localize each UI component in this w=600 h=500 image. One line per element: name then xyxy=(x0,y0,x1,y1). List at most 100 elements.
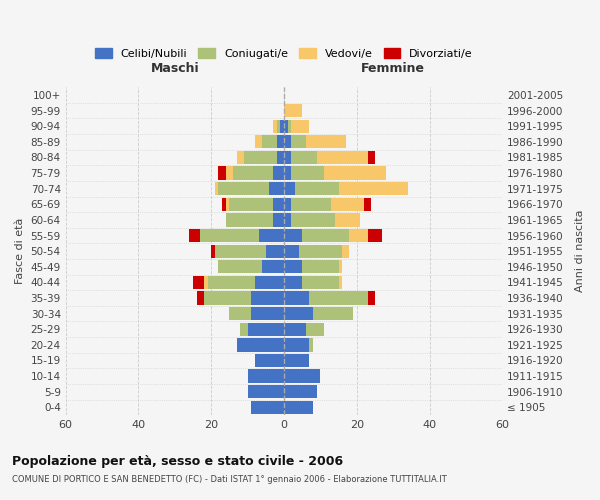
Bar xyxy=(218,260,262,274)
Bar xyxy=(222,198,226,211)
Bar xyxy=(299,244,342,258)
Bar xyxy=(215,182,218,196)
Bar xyxy=(349,229,368,242)
Bar xyxy=(277,135,284,148)
Bar xyxy=(287,120,291,133)
Y-axis label: Anni di nascita: Anni di nascita xyxy=(575,210,585,292)
Text: COMUNE DI PORTICO E SAN BENEDETTO (FC) - Dati ISTAT 1° gennaio 2006 - Elaborazio: COMUNE DI PORTICO E SAN BENEDETTO (FC) -… xyxy=(12,475,447,484)
Bar xyxy=(368,151,375,164)
Bar xyxy=(302,276,338,289)
Bar xyxy=(338,276,342,289)
Bar xyxy=(302,260,338,274)
Text: Popolazione per età, sesso e stato civile - 2006: Popolazione per età, sesso e stato civil… xyxy=(12,455,343,468)
Bar xyxy=(241,322,248,336)
Bar xyxy=(277,151,284,164)
Bar xyxy=(248,385,284,398)
Bar xyxy=(331,198,364,211)
Bar xyxy=(284,120,287,133)
Bar xyxy=(211,244,215,258)
Bar xyxy=(262,260,284,274)
Bar xyxy=(255,276,284,289)
Bar xyxy=(193,276,204,289)
Bar xyxy=(226,198,229,211)
Bar xyxy=(273,214,284,226)
Legend: Celibi/Nubili, Coniugati/e, Vedovi/e, Divorziati/e: Celibi/Nubili, Coniugati/e, Vedovi/e, Di… xyxy=(91,44,477,63)
Bar xyxy=(342,244,349,258)
Bar xyxy=(280,120,284,133)
Bar xyxy=(197,292,204,304)
Bar xyxy=(284,307,313,320)
Bar xyxy=(266,244,284,258)
Bar xyxy=(244,151,277,164)
Bar xyxy=(226,214,273,226)
Bar xyxy=(284,276,302,289)
Bar xyxy=(291,120,310,133)
Bar xyxy=(255,354,284,367)
Bar xyxy=(208,276,255,289)
Bar xyxy=(368,229,382,242)
Bar xyxy=(284,104,302,118)
Bar xyxy=(291,135,306,148)
Bar xyxy=(284,354,310,367)
Bar xyxy=(204,276,208,289)
Bar xyxy=(324,166,386,179)
Bar xyxy=(284,182,295,196)
Bar xyxy=(295,182,338,196)
Bar xyxy=(277,120,280,133)
Bar xyxy=(364,198,371,211)
Text: Maschi: Maschi xyxy=(151,62,199,74)
Bar xyxy=(284,135,291,148)
Bar xyxy=(255,135,262,148)
Bar xyxy=(200,229,259,242)
Bar xyxy=(291,166,324,179)
Bar xyxy=(284,260,302,274)
Bar xyxy=(218,182,269,196)
Bar xyxy=(262,135,277,148)
Bar xyxy=(284,244,299,258)
Bar xyxy=(251,307,284,320)
Bar xyxy=(284,338,310,351)
Y-axis label: Fasce di età: Fasce di età xyxy=(15,218,25,284)
Bar xyxy=(236,338,284,351)
Bar xyxy=(273,120,277,133)
Bar xyxy=(284,322,306,336)
Bar xyxy=(204,292,251,304)
Bar xyxy=(284,214,291,226)
Bar xyxy=(269,182,284,196)
Text: Femmine: Femmine xyxy=(361,62,425,74)
Bar xyxy=(190,229,200,242)
Bar xyxy=(229,198,273,211)
Bar xyxy=(368,292,375,304)
Bar xyxy=(302,229,349,242)
Bar xyxy=(251,292,284,304)
Bar xyxy=(310,338,313,351)
Bar xyxy=(248,322,284,336)
Bar xyxy=(291,214,335,226)
Bar xyxy=(284,370,320,382)
Bar xyxy=(236,151,244,164)
Bar xyxy=(310,292,368,304)
Bar xyxy=(226,166,233,179)
Bar xyxy=(284,166,291,179)
Bar xyxy=(284,229,302,242)
Bar xyxy=(233,166,273,179)
Bar xyxy=(338,182,407,196)
Bar xyxy=(335,214,361,226)
Bar xyxy=(291,198,331,211)
Bar xyxy=(273,166,284,179)
Bar xyxy=(313,307,353,320)
Bar xyxy=(284,198,291,211)
Bar xyxy=(284,151,291,164)
Bar xyxy=(273,198,284,211)
Bar xyxy=(215,244,266,258)
Bar xyxy=(317,151,368,164)
Bar xyxy=(284,400,313,414)
Bar xyxy=(306,135,346,148)
Bar xyxy=(291,151,317,164)
Bar xyxy=(259,229,284,242)
Bar xyxy=(248,370,284,382)
Bar xyxy=(284,385,317,398)
Bar xyxy=(306,322,324,336)
Bar xyxy=(338,260,342,274)
Bar xyxy=(218,166,226,179)
